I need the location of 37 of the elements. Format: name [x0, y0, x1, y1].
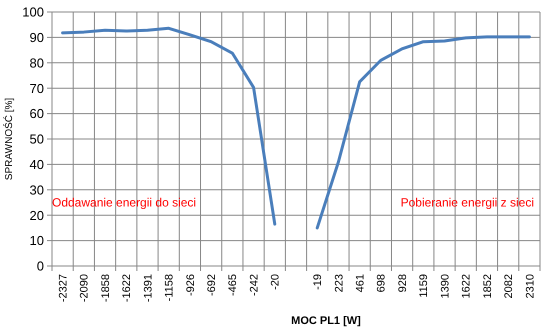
x-tick-label: 1159	[418, 274, 430, 298]
y-tick-label: 10	[30, 233, 44, 248]
y-tick-label: 90	[30, 30, 44, 45]
x-tick-label: -20	[270, 274, 282, 290]
y-tick-label: 100	[22, 4, 44, 20]
x-tick-label: -1158	[164, 274, 176, 302]
x-tick-label: 2310	[524, 274, 536, 298]
x-tick-label: -2327	[57, 274, 70, 302]
y-tick-label: 80	[30, 55, 44, 70]
x-tick-label: -19	[312, 274, 324, 290]
x-tick-label: 1852	[482, 274, 494, 298]
y-tick-label: 0	[36, 258, 44, 274]
y-tick-label: 40	[30, 156, 44, 172]
x-tick-label: -1622	[121, 274, 134, 302]
x-tick-label: -242	[248, 274, 260, 296]
y-tick-label: 30	[30, 182, 44, 198]
y-tick-label: 20	[30, 208, 44, 223]
y-tick-label: 50	[30, 132, 44, 147]
x-tick-label: -926	[184, 274, 197, 296]
annotation: Oddawanie energii do sieci	[52, 196, 196, 210]
x-tick-label: 928	[396, 274, 409, 292]
x-axis-title: MOC PL1 [W]	[291, 315, 362, 327]
x-tick-label: 698	[376, 274, 388, 292]
x-tick-label: 461	[354, 274, 366, 292]
x-tick-label: -692	[206, 274, 218, 296]
x-tick-label: 2082	[503, 274, 516, 298]
x-tick-label: -1391	[142, 274, 154, 302]
x-tick-label: 1622	[460, 274, 473, 298]
x-tick-label: 223	[333, 274, 346, 292]
y-axis-title: SPRAWNOŚĆ [%]	[3, 98, 15, 180]
x-tick-label: -465	[227, 274, 240, 296]
annotation: Pobieranie energii z sieci	[400, 196, 534, 210]
x-tick-label: -2090	[78, 274, 91, 302]
x-tick-label: 1390	[439, 274, 452, 298]
y-tick-label: 70	[30, 80, 44, 96]
x-tick-label: -1858	[100, 274, 112, 302]
y-tick-label: 60	[30, 106, 44, 122]
